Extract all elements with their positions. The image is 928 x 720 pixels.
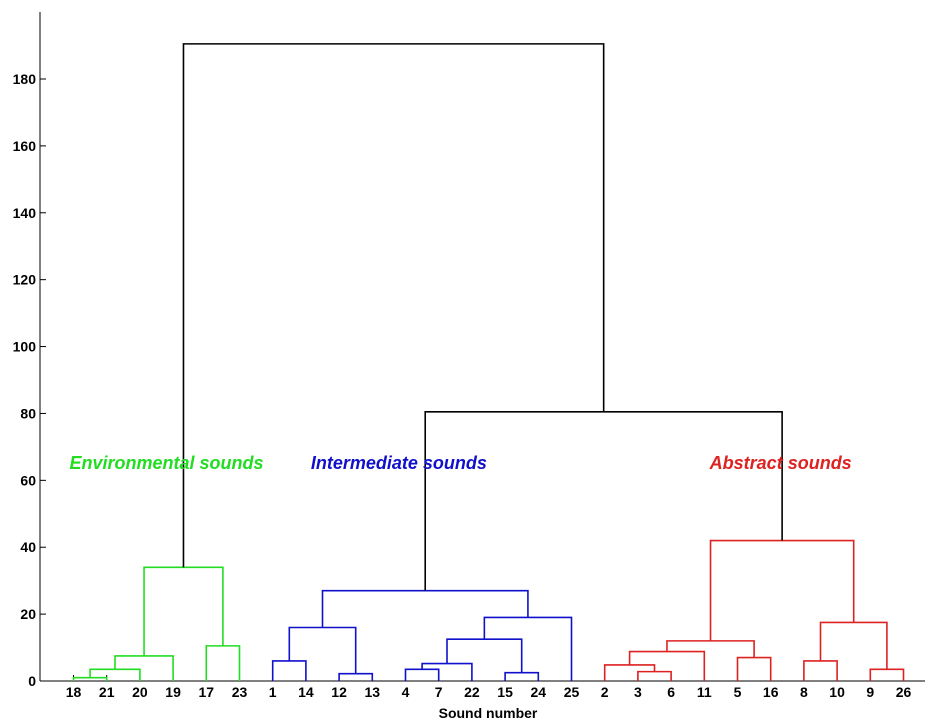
y-tick-label: 100: [13, 339, 37, 355]
leaf-label: 16: [763, 684, 779, 700]
dendrogram-link: [404, 668, 440, 681]
leaf-label: 17: [199, 684, 215, 700]
y-tick-label: 60: [20, 472, 36, 488]
x-axis-title: Sound number: [439, 705, 538, 720]
leaf-label: 26: [896, 684, 912, 700]
leaf-label: 15: [497, 684, 513, 700]
leaf-label: 2: [601, 684, 609, 700]
dendrogram-link: [504, 671, 540, 681]
leaf-label: 7: [435, 684, 443, 700]
dendrogram-link: [271, 660, 307, 681]
y-tick-label: 120: [13, 272, 37, 288]
dendrogram-link: [666, 640, 755, 658]
dendrogram-link: [603, 664, 656, 681]
x-ticks: 18 21 20 19 17 23 1 14 12 13 4 7 22 15 24 25 2 3 6 11 5 16 8 10…: [66, 675, 912, 700]
dendrogram-link: [338, 672, 374, 681]
leaf-label: 22: [464, 684, 480, 700]
y-ticks: 0 20 40 60 80 100 120 140 160 180: [13, 71, 46, 689]
leaf-label: 12: [331, 684, 347, 700]
y-tick-label: 160: [13, 138, 37, 154]
leaf-label: 18: [66, 684, 82, 700]
dendrogram-link: [424, 410, 783, 591]
dendrogram-links: [72, 43, 905, 681]
dendrogram-link: [288, 626, 357, 674]
dendrogram-link: [709, 539, 855, 641]
dendrogram-link: [803, 660, 838, 681]
y-tick-label: 0: [28, 673, 36, 689]
leaf-label: 21: [99, 684, 115, 700]
leaf-label: 4: [402, 684, 410, 700]
y-tick-label: 40: [20, 539, 36, 555]
leaf-label: 3: [634, 684, 642, 700]
dendrogram-link: [736, 656, 772, 681]
leaf-label: 8: [800, 684, 808, 700]
cluster-label: Environmental sounds: [69, 453, 263, 473]
dendrogram-link: [637, 670, 672, 681]
dendrogram-link: [819, 621, 888, 670]
dendrogram-link: [143, 566, 224, 656]
y-tick-label: 20: [20, 606, 36, 622]
dendrogram-link: [446, 638, 523, 673]
leaf-label: 6: [667, 684, 675, 700]
dendrogram-link: [89, 668, 141, 681]
leaf-label: 19: [165, 684, 181, 700]
dendrogram-link: [205, 645, 241, 681]
dendrogram-link: [421, 662, 473, 681]
leaf-label: 24: [531, 684, 547, 700]
leaf-label: 9: [866, 684, 874, 700]
dendrogram-link: [869, 668, 905, 681]
leaf-label: 10: [829, 684, 845, 700]
leaf-label: 1: [269, 684, 277, 700]
leaf-label: 5: [734, 684, 742, 700]
leaf-label: 25: [564, 684, 580, 700]
y-tick-label: 180: [13, 71, 37, 87]
leaf-label: 20: [132, 684, 148, 700]
leaf-label: 11: [697, 684, 712, 700]
dendrogram-link: [72, 676, 108, 681]
leaf-label: 13: [365, 684, 381, 700]
y-tick-label: 140: [13, 205, 37, 221]
y-tick-label: 80: [20, 405, 36, 421]
cluster-label: Intermediate sounds: [311, 453, 487, 473]
dendrogram-link: [321, 589, 529, 628]
dendrogram-link: [483, 616, 573, 681]
dendrogram-link: [628, 650, 706, 681]
dendrogram-link: [114, 655, 174, 681]
cluster-label: Abstract sounds: [709, 453, 852, 473]
leaf-label: 14: [298, 684, 314, 700]
leaf-label: 23: [232, 684, 248, 700]
cluster-labels: Environmental sounds Intermediate sounds A…: [69, 453, 851, 473]
dendrogram-link: [182, 43, 605, 568]
